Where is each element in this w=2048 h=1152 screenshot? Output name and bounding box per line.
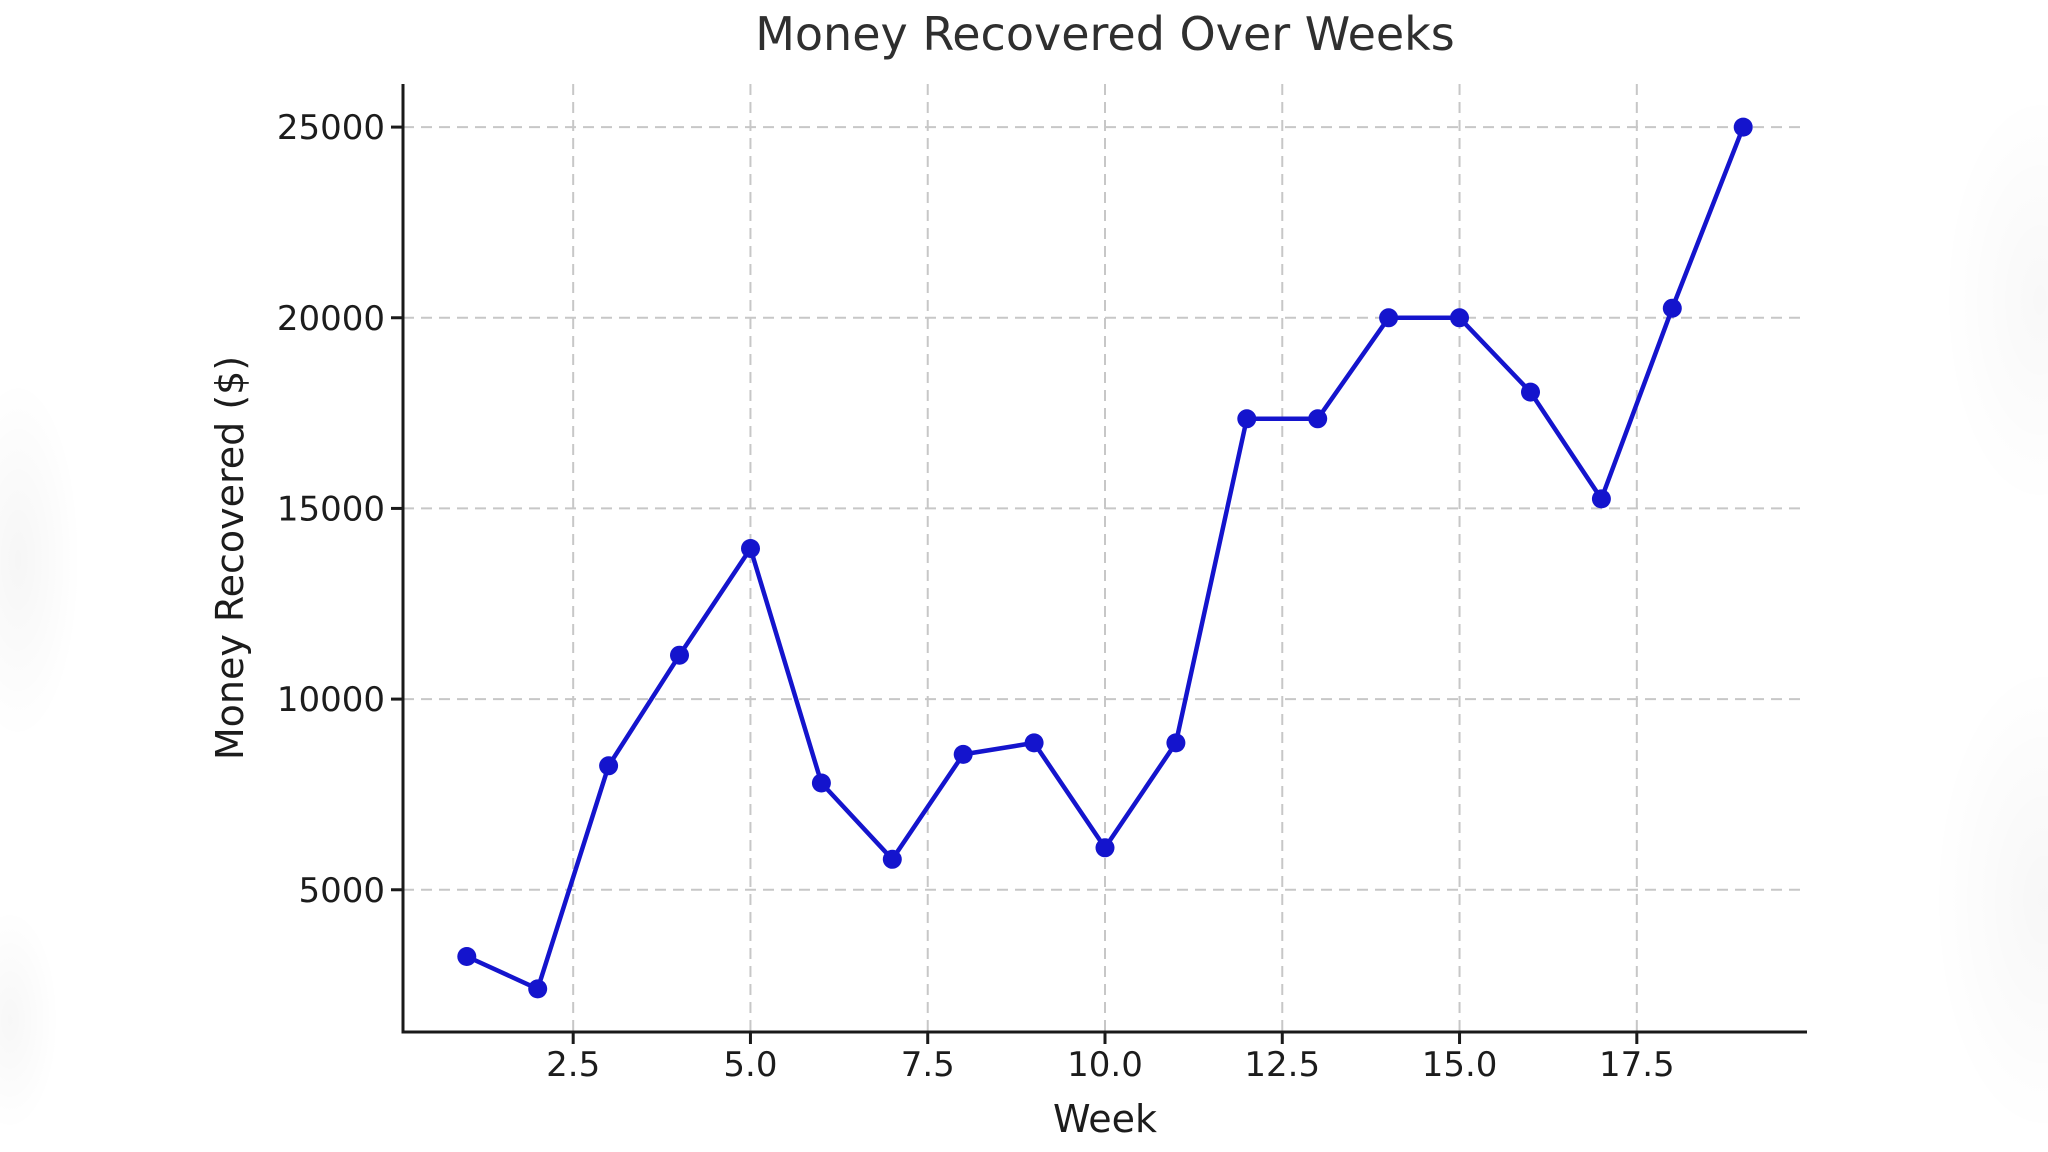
data-point-week-17 <box>1591 489 1611 509</box>
data-point-week-15 <box>1450 308 1469 328</box>
data-point-week-3 <box>599 756 619 776</box>
data-point-week-1 <box>457 947 477 966</box>
x-tick-label-12.5: 12.5 <box>1244 1045 1320 1085</box>
data-point-week-11 <box>1166 733 1186 753</box>
data-point-week-9 <box>1024 733 1044 753</box>
grid-lines <box>403 84 1807 1032</box>
data-point-week-12 <box>1237 409 1257 429</box>
chart-title: Money Recovered Over Weeks <box>755 7 1455 61</box>
y-axis-label: Money Recovered ($) <box>208 356 252 760</box>
x-tick-label-5.0: 5.0 <box>723 1045 777 1085</box>
data-point-week-13 <box>1308 409 1328 429</box>
y-tick-label-25000: 25000 <box>277 108 385 148</box>
x-axis-label: Week <box>1053 1097 1157 1141</box>
x-tick-label-15.0: 15.0 <box>1422 1045 1498 1085</box>
axes <box>391 84 1807 1044</box>
x-tick-label-7.5: 7.5 <box>901 1045 955 1085</box>
data-point-week-6 <box>811 773 831 793</box>
data-point-week-18 <box>1662 298 1682 318</box>
y-tick-label-15000: 15000 <box>277 489 385 529</box>
data-point-week-8 <box>953 744 973 764</box>
tick-labels: 2.5 5.0 7.5 10.0 12.5 15.0 17.5 5000 10000 15000 2… <box>277 108 1675 1085</box>
data-point-week-14 <box>1379 308 1399 328</box>
data-point-week-16 <box>1521 382 1540 402</box>
data-point-week-4 <box>670 645 689 665</box>
data-point-week-10 <box>1095 838 1115 858</box>
y-tick-label-10000: 10000 <box>277 680 385 720</box>
y-tick-label-5000: 5000 <box>298 871 385 911</box>
data-point-week-19 <box>1733 117 1753 137</box>
data-series <box>457 117 1753 999</box>
y-tick-label-20000: 20000 <box>277 299 385 339</box>
x-tick-label-17.5: 17.5 <box>1599 1045 1675 1085</box>
data-point-week-5 <box>741 539 760 558</box>
x-tick-label-2.5: 2.5 <box>546 1045 600 1085</box>
x-tick-label-10.0: 10.0 <box>1067 1045 1143 1085</box>
data-point-week-2 <box>528 979 548 999</box>
data-point-week-7 <box>882 849 902 869</box>
